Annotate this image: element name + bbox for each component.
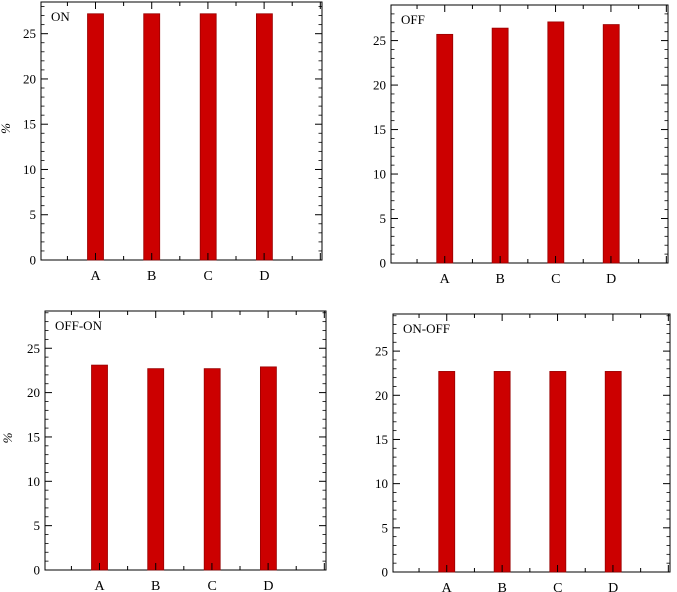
y-axis-label: % <box>0 123 13 134</box>
y-tick-label: 5 <box>34 518 41 533</box>
panel-title: ON <box>51 9 70 24</box>
y-tick-label: 10 <box>23 162 36 177</box>
y-tick-label: 25 <box>23 26 36 41</box>
bar-B <box>143 13 161 261</box>
y-tick-label: 5 <box>30 207 37 222</box>
y-tick-label: 15 <box>23 117 36 132</box>
x-category-label: C <box>553 581 562 592</box>
bar-A <box>436 33 454 264</box>
chart-panel-4: 0 5 10 15 20 25 A B C D ON-OFF <box>375 313 671 592</box>
bar-A <box>87 13 104 261</box>
plot-frame <box>392 313 671 573</box>
y-tick-label: 10 <box>375 476 388 491</box>
y-tick-label: 25 <box>27 341 40 356</box>
y-tick-label: 15 <box>27 429 40 444</box>
bar-D <box>255 13 273 261</box>
bar-B <box>147 368 165 571</box>
plot-frame <box>390 4 669 264</box>
x-category-label: D <box>608 581 618 592</box>
x-category-label: A <box>94 579 105 592</box>
bar-B <box>491 27 509 264</box>
y-tick-label: 0 <box>30 253 37 268</box>
y-tick-label: 25 <box>373 33 386 48</box>
plot-frame <box>44 310 327 571</box>
x-category-label: C <box>204 269 213 284</box>
y-tick-label: 20 <box>373 78 386 93</box>
x-category-label: A <box>440 272 451 287</box>
panel-title: OFF-ON <box>55 318 103 333</box>
y-tick-label: 0 <box>34 563 41 578</box>
bar-D <box>602 24 620 264</box>
bar-D <box>259 366 277 571</box>
bar-B <box>493 371 511 573</box>
x-category-label: D <box>606 272 616 287</box>
x-category-label: B <box>497 581 506 592</box>
bar-A <box>438 371 456 573</box>
x-category-label: B <box>495 272 504 287</box>
chart-panel-3: 0 5 10 15 20 25 A B C D OFF-ON% <box>0 310 327 592</box>
bar-C <box>549 371 567 573</box>
x-category-label: D <box>263 579 273 592</box>
y-tick-label: 20 <box>27 385 40 400</box>
bar-D <box>604 371 622 573</box>
y-axis-label: % <box>0 432 15 443</box>
y-tick-label: 0 <box>382 565 389 580</box>
x-category-label: B <box>147 269 156 284</box>
x-category-label: B <box>151 579 160 592</box>
y-tick-label: 10 <box>373 167 386 182</box>
y-tick-label: 20 <box>375 388 388 403</box>
x-category-label: C <box>551 272 560 287</box>
x-category-label: A <box>442 581 453 592</box>
y-tick-label: 15 <box>373 122 386 137</box>
y-tick-label: 15 <box>375 432 388 447</box>
x-category-label: C <box>208 579 217 592</box>
bar-C <box>203 368 221 571</box>
y-tick-label: 20 <box>23 71 36 86</box>
y-tick-label: 25 <box>375 344 388 359</box>
x-category-label: D <box>259 269 269 284</box>
bar-A <box>91 364 108 571</box>
chart-panel-1: 0 5 10 15 20 25 A B C D ON% <box>0 1 323 284</box>
y-tick-label: 0 <box>380 256 387 271</box>
bar-C <box>199 13 217 261</box>
bar-C <box>547 21 565 264</box>
y-tick-label: 5 <box>382 520 389 535</box>
x-category-label: A <box>90 269 101 284</box>
chart-panel-2: 0 5 10 15 20 25 A B C D OFF <box>373 4 669 287</box>
y-tick-label: 10 <box>27 474 40 489</box>
y-tick-label: 5 <box>380 211 387 226</box>
panel-title: OFF <box>401 12 425 27</box>
panel-title: ON-OFF <box>403 321 450 336</box>
plot-frame <box>40 1 323 261</box>
